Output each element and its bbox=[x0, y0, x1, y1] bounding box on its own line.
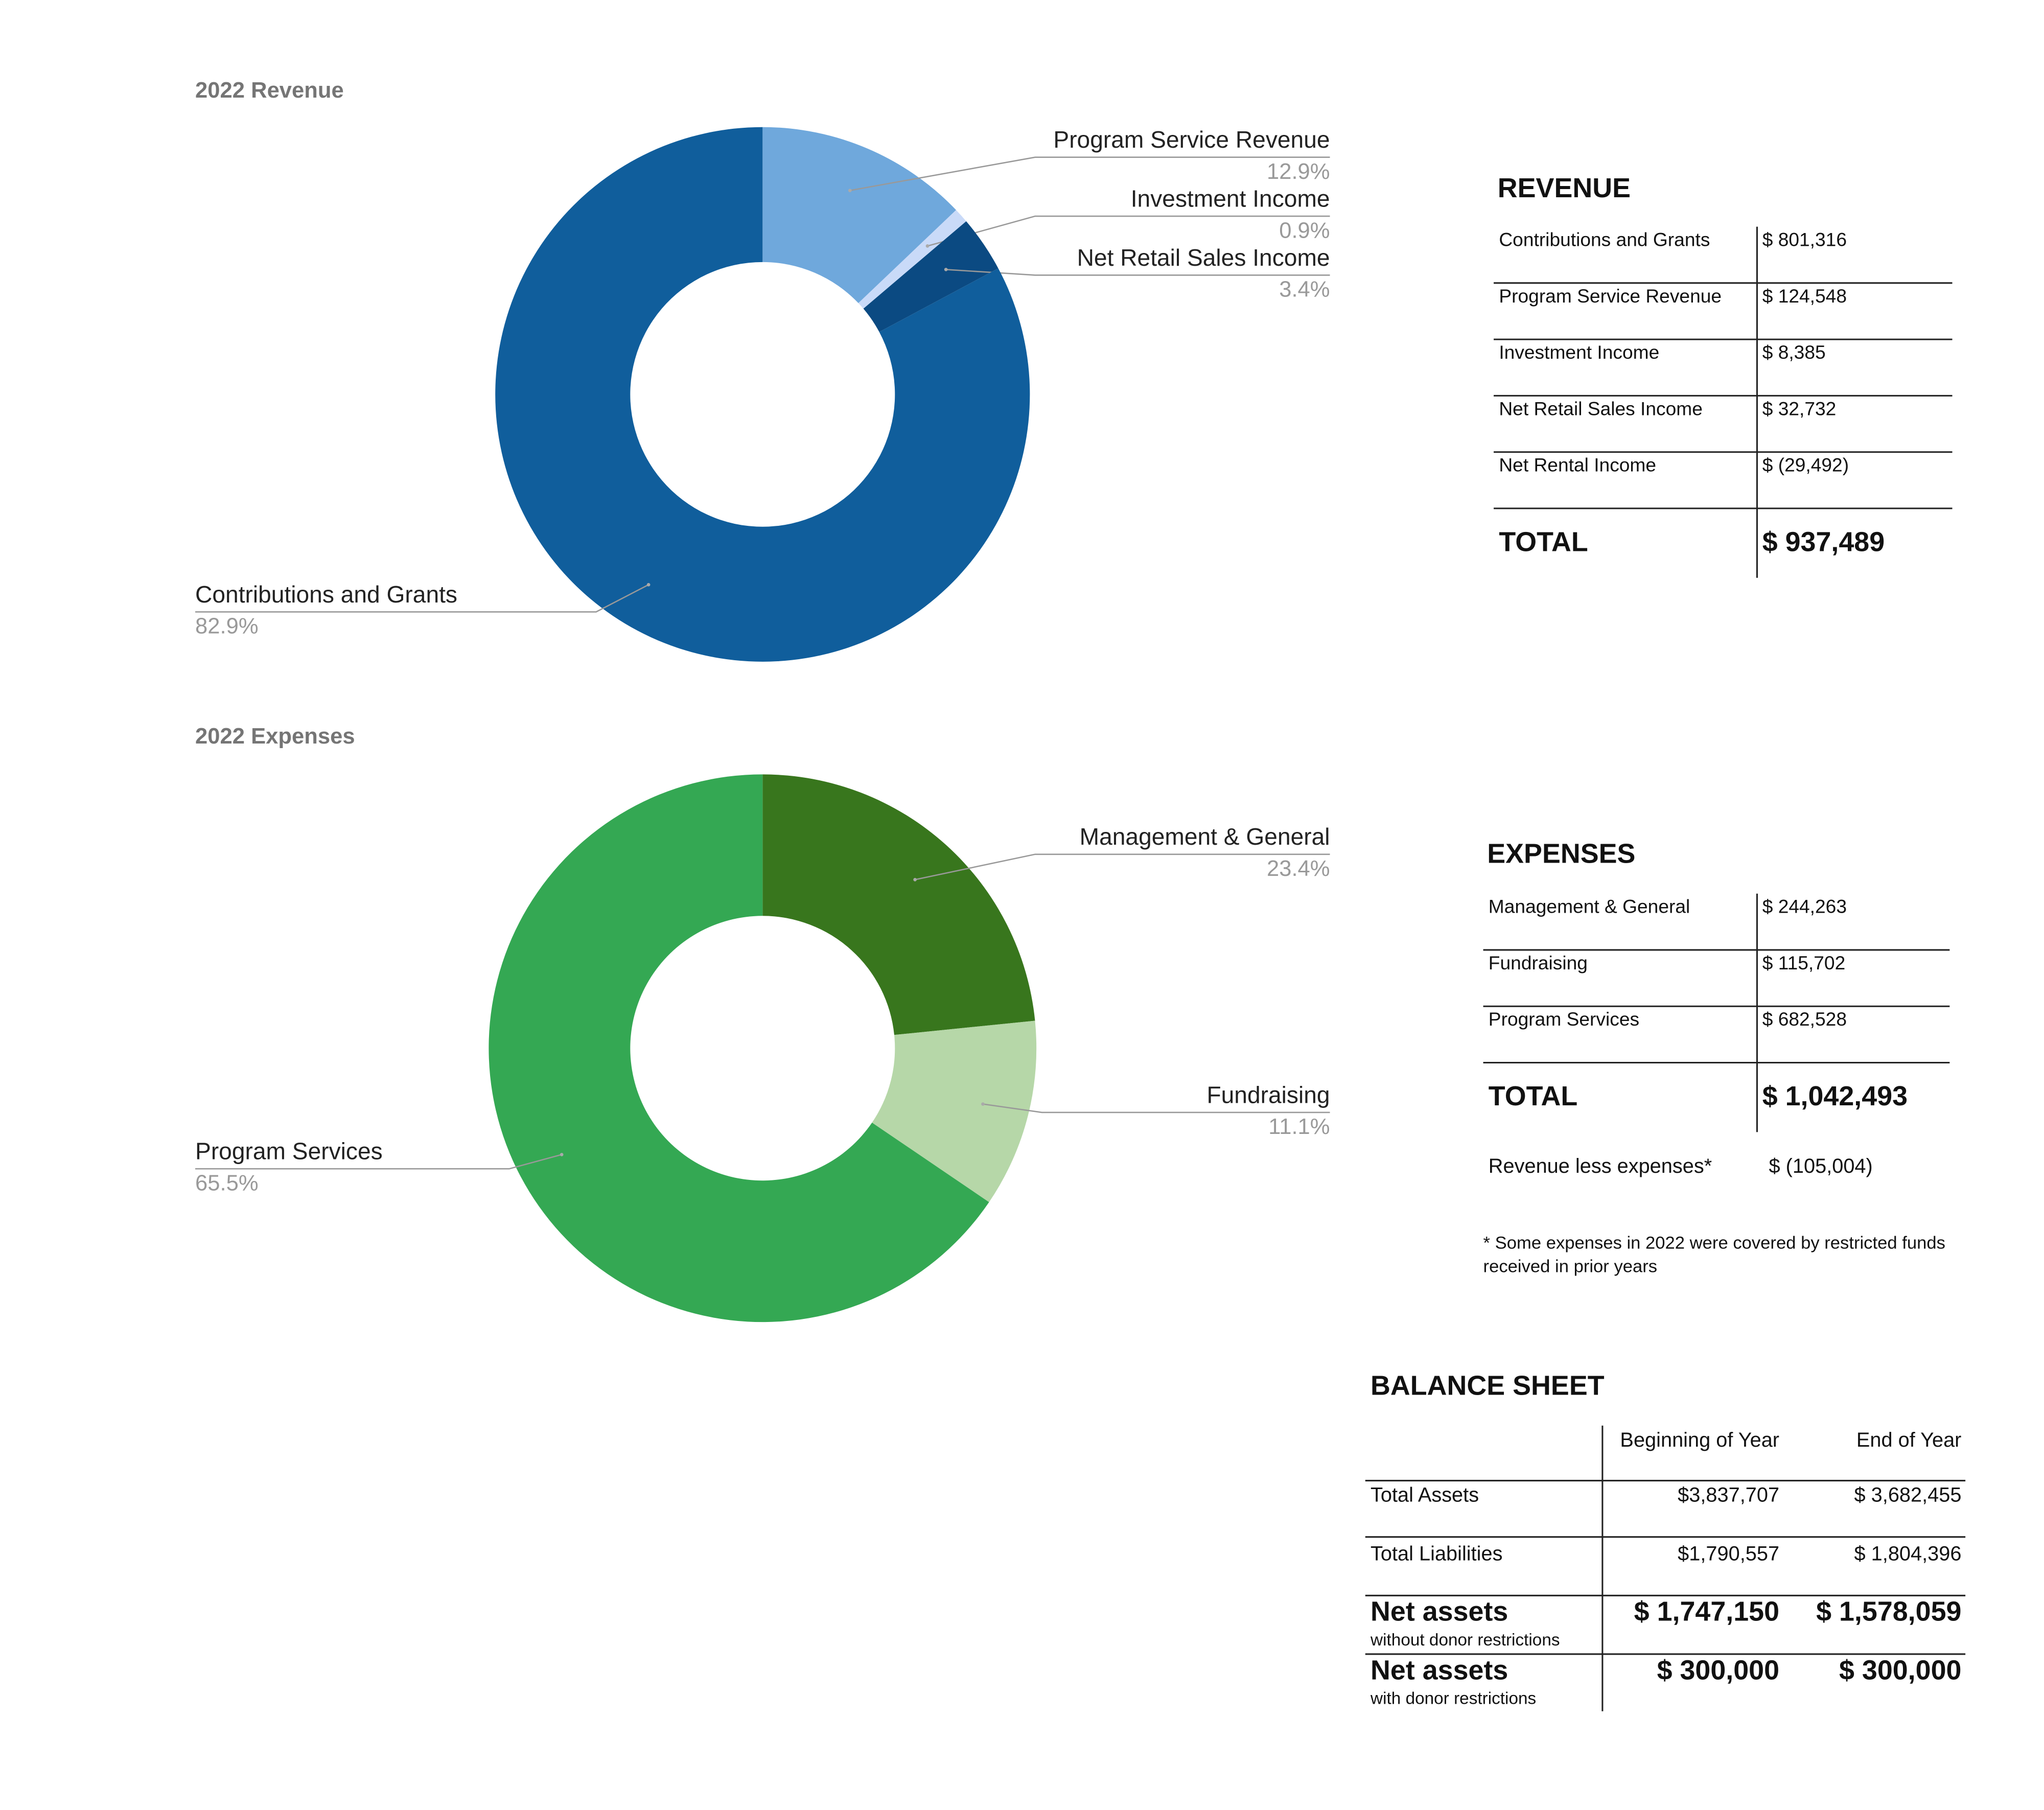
row-label: Net Retail Sales Income bbox=[1499, 398, 1703, 419]
row-label: Total Assets bbox=[1371, 1484, 1479, 1506]
cell: $ 300,000 bbox=[1839, 1655, 1961, 1685]
row-label: Program Service Revenue bbox=[1499, 285, 1722, 307]
slice-label: Program Service Revenue bbox=[1053, 126, 1330, 153]
chart-title: 2022 Expenses bbox=[195, 724, 355, 749]
slice-percent: 65.5% bbox=[195, 1171, 259, 1195]
row-amount: $ 32,732 bbox=[1762, 398, 1837, 419]
slice-label: Contributions and Grants bbox=[195, 581, 457, 608]
slice-percent: 23.4% bbox=[1267, 856, 1330, 881]
row-note: with donor restrictions bbox=[1370, 1689, 1536, 1708]
leader-line bbox=[946, 269, 1330, 276]
leader-line bbox=[915, 853, 1330, 880]
row-amount: $ 244,263 bbox=[1762, 896, 1847, 917]
row-label: Net assets bbox=[1371, 1596, 1508, 1627]
cell: $ 1,747,150 bbox=[1634, 1596, 1779, 1627]
table-title: EXPENSES bbox=[1487, 839, 1635, 869]
table-title: BALANCE SHEET bbox=[1371, 1371, 1605, 1401]
slice-label: Management & General bbox=[1080, 823, 1330, 850]
leader-dot bbox=[981, 1102, 985, 1106]
donut-slice bbox=[489, 774, 989, 1322]
cell: $3,837,707 bbox=[1678, 1484, 1779, 1506]
donut-slice bbox=[872, 1020, 1037, 1202]
leader-line bbox=[983, 1103, 1330, 1113]
total-amount: $ 937,489 bbox=[1762, 526, 1885, 557]
total-label: TOTAL bbox=[1489, 1081, 1577, 1111]
row-label: Investment Income bbox=[1499, 341, 1659, 363]
leader-dot bbox=[848, 189, 852, 193]
leader-line bbox=[850, 156, 1330, 192]
chart-title: 2022 Revenue bbox=[195, 78, 344, 103]
column-header: Beginning of Year bbox=[1620, 1429, 1780, 1452]
row-amount: $ (29,492) bbox=[1762, 454, 1849, 476]
column-header: End of Year bbox=[1856, 1429, 1962, 1452]
slice-percent: 12.9% bbox=[1267, 159, 1330, 184]
row-amount: $ 124,548 bbox=[1762, 285, 1847, 307]
slice-label: Program Services bbox=[195, 1138, 383, 1165]
row-note: without donor restrictions bbox=[1370, 1631, 1560, 1650]
total-amount: $ 1,042,493 bbox=[1762, 1081, 1908, 1111]
leader-line bbox=[195, 1154, 562, 1170]
donut-slice bbox=[762, 774, 1035, 1035]
slice-percent: 82.9% bbox=[195, 614, 259, 639]
row-amount: $ 115,702 bbox=[1762, 952, 1846, 973]
donut-slice bbox=[858, 210, 966, 309]
cell: $1,790,557 bbox=[1678, 1542, 1779, 1565]
slice-percent: 3.4% bbox=[1279, 277, 1330, 302]
slice-percent: 11.1% bbox=[1268, 1115, 1330, 1139]
difference-amount: $ (105,004) bbox=[1769, 1155, 1873, 1177]
cell: $ 1,804,396 bbox=[1854, 1542, 1962, 1565]
donut-slice bbox=[762, 127, 957, 304]
cell: $ 3,682,455 bbox=[1854, 1484, 1962, 1506]
row-amount: $ 682,528 bbox=[1762, 1008, 1847, 1030]
row-amount: $ 801,316 bbox=[1762, 229, 1847, 250]
donut-slice bbox=[495, 127, 1030, 662]
leader-line bbox=[195, 584, 649, 613]
leader-line bbox=[927, 215, 1330, 247]
leader-dot bbox=[560, 1153, 564, 1156]
footnote: * Some expenses in 2022 were covered by … bbox=[1483, 1233, 1945, 1277]
row-label: Program Services bbox=[1489, 1008, 1639, 1030]
leader-dot bbox=[944, 268, 948, 271]
difference-label: Revenue less expenses* bbox=[1489, 1155, 1712, 1177]
slice-label: Investment Income bbox=[1131, 185, 1330, 212]
table-title: REVENUE bbox=[1498, 173, 1631, 203]
row-label: Fundraising bbox=[1489, 952, 1588, 973]
donut-slice bbox=[863, 221, 998, 332]
leader-dot bbox=[925, 244, 930, 248]
cell: $ 300,000 bbox=[1657, 1655, 1779, 1685]
row-label: Contributions and Grants bbox=[1499, 229, 1710, 250]
slice-label: Net Retail Sales Income bbox=[1077, 244, 1330, 271]
cell: $ 1,578,059 bbox=[1816, 1596, 1961, 1627]
row-label: Net assets bbox=[1371, 1655, 1508, 1685]
slice-percent: 0.9% bbox=[1279, 218, 1330, 243]
row-label: Management & General bbox=[1489, 896, 1690, 917]
row-amount: $ 8,385 bbox=[1762, 341, 1826, 363]
total-label: TOTAL bbox=[1499, 526, 1588, 557]
slice-label: Fundraising bbox=[1206, 1081, 1330, 1108]
row-label: Net Rental Income bbox=[1499, 454, 1656, 476]
leader-dot bbox=[646, 583, 651, 587]
row-label: Total Liabilities bbox=[1371, 1542, 1502, 1565]
leader-dot bbox=[913, 878, 917, 881]
